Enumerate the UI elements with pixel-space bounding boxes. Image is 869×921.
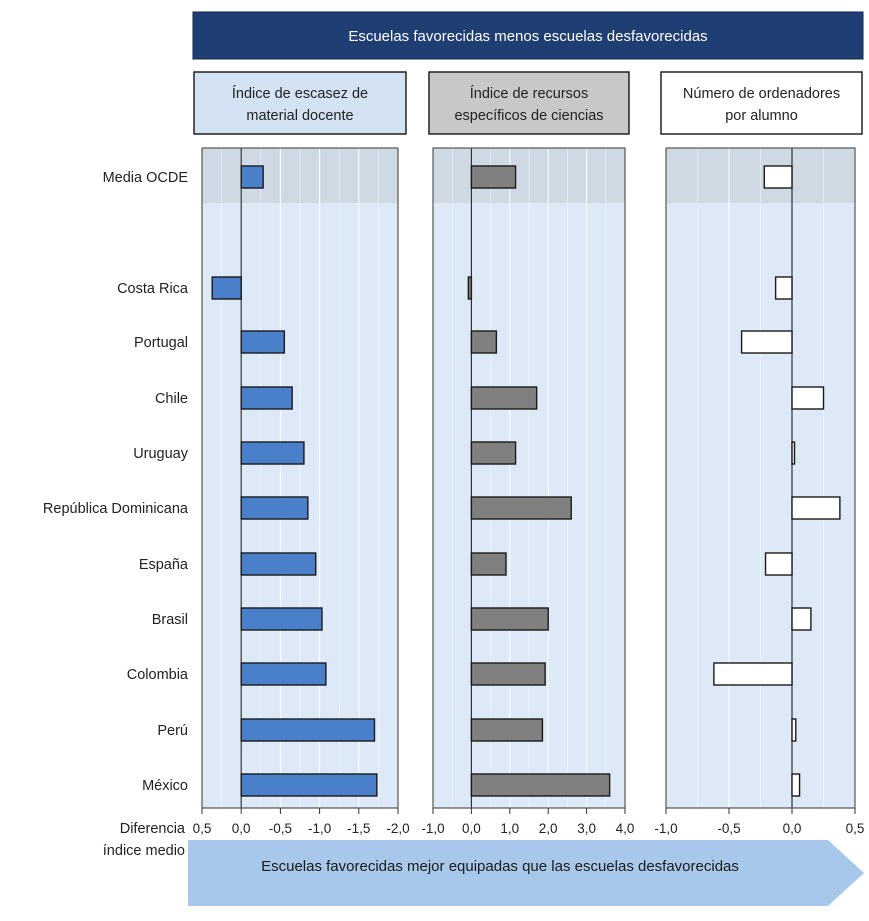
bar-2-2 bbox=[467, 276, 473, 300]
category-label: España bbox=[139, 557, 189, 573]
tick-label: -1,5 bbox=[347, 821, 370, 836]
bar-1-7 bbox=[240, 552, 317, 576]
bar-2-5 bbox=[470, 441, 517, 465]
tick-label: -1,0 bbox=[654, 821, 677, 836]
tick-label: 0,0 bbox=[783, 821, 802, 836]
footer-label: Escuelas favorecidas mejor equipadas que… bbox=[261, 858, 739, 875]
bar-2-9 bbox=[470, 662, 546, 686]
bar-1-10 bbox=[240, 718, 376, 742]
bar-1-1 bbox=[240, 165, 264, 189]
category-label: República Dominicana bbox=[43, 501, 189, 517]
tick-label: -0,5 bbox=[717, 821, 740, 836]
bar-2-11 bbox=[470, 773, 611, 797]
tick-label: 0,0 bbox=[462, 821, 481, 836]
panel-frame bbox=[201, 147, 399, 809]
bar-3-5 bbox=[791, 441, 796, 465]
xlabel-line-2: índice medio bbox=[103, 843, 185, 859]
bar-3-1 bbox=[763, 165, 793, 189]
bar-1-5 bbox=[240, 441, 305, 465]
panel-header-2 bbox=[428, 71, 630, 135]
bar-1-11 bbox=[240, 773, 378, 797]
bar-3-8 bbox=[791, 607, 812, 631]
bar-2-4 bbox=[470, 386, 538, 410]
category-label: Portugal bbox=[134, 335, 188, 351]
panel-header-label: Índice de escasez de bbox=[232, 85, 368, 102]
bar-2-1 bbox=[470, 165, 517, 189]
tick-label: 2,0 bbox=[539, 821, 558, 836]
panel-header-label: por alumno bbox=[725, 108, 798, 124]
category-label: Costa Rica bbox=[117, 281, 189, 297]
footer-arrow bbox=[188, 840, 864, 906]
bar-3-7 bbox=[764, 552, 793, 576]
category-label: Colombia bbox=[127, 667, 189, 683]
title-bar bbox=[192, 11, 864, 60]
panel-header-label: específicos de ciencias bbox=[454, 108, 603, 124]
bar-2-6 bbox=[470, 496, 572, 520]
bar-3-4 bbox=[791, 386, 825, 410]
category-label: México bbox=[142, 778, 188, 794]
category-label: Perú bbox=[157, 723, 188, 739]
bar-3-3 bbox=[740, 330, 793, 354]
bar-1-9 bbox=[240, 662, 327, 686]
tick-label: -1,0 bbox=[421, 821, 444, 836]
bar-1-3 bbox=[240, 330, 286, 354]
category-label: Brasil bbox=[152, 612, 188, 628]
bar-2-7 bbox=[470, 552, 507, 576]
tick-label: -1,0 bbox=[308, 821, 331, 836]
category-label: Uruguay bbox=[133, 446, 189, 462]
bar-2-8 bbox=[470, 607, 549, 631]
tick-label: 3,0 bbox=[577, 821, 596, 836]
tick-label: 0,5 bbox=[846, 821, 865, 836]
panel-header-1 bbox=[193, 71, 407, 135]
bar-3-10 bbox=[791, 718, 797, 742]
bar-3-6 bbox=[791, 496, 841, 520]
tick-label: 0,5 bbox=[193, 821, 212, 836]
category-label: Chile bbox=[155, 391, 188, 407]
tick-label: 1,0 bbox=[500, 821, 519, 836]
chart-title: Escuelas favorecidas menos escuelas desf… bbox=[348, 28, 707, 45]
bar-1-8 bbox=[240, 607, 323, 631]
panel-frame bbox=[665, 147, 856, 809]
bar-1-6 bbox=[240, 496, 309, 520]
tick-label: 4,0 bbox=[616, 821, 635, 836]
panel-header-label: Índice de recursos bbox=[470, 85, 588, 102]
bar-3-9 bbox=[713, 662, 793, 686]
tick-label: -0,5 bbox=[269, 821, 292, 836]
bar-3-2 bbox=[774, 276, 793, 300]
panel-header-label: material docente bbox=[246, 108, 353, 124]
tick-label: 0,0 bbox=[232, 821, 251, 836]
tick-label: -2,0 bbox=[386, 821, 409, 836]
bar-3-11 bbox=[791, 773, 801, 797]
panel-header-label: Número de ordenadores bbox=[683, 86, 840, 102]
panel-header-3 bbox=[660, 71, 863, 135]
bar-2-3 bbox=[470, 330, 498, 354]
bar-1-4 bbox=[240, 386, 293, 410]
bar-2-10 bbox=[470, 718, 544, 742]
bar-1-2 bbox=[211, 276, 242, 300]
xlabel-line-1: Diferencia bbox=[120, 821, 186, 837]
category-label: Media OCDE bbox=[103, 170, 189, 186]
panel-frame bbox=[432, 147, 626, 809]
